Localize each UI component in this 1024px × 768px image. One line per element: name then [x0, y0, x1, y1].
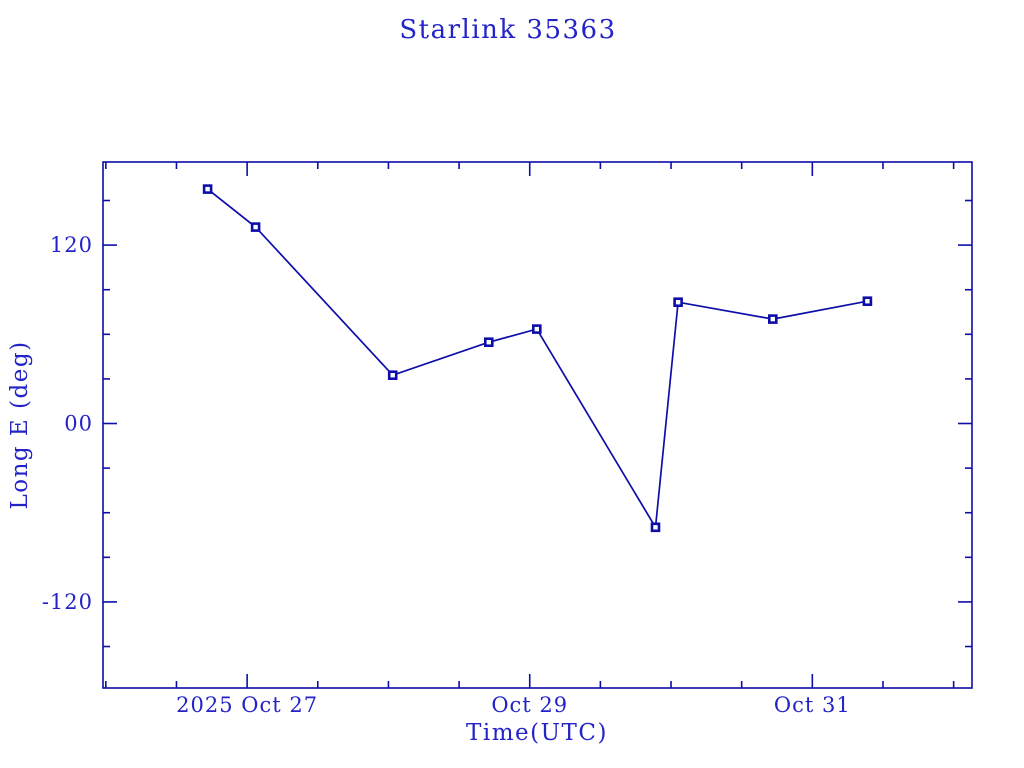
y-tick-label: 00	[64, 412, 93, 436]
data-point-marker	[531, 324, 542, 334]
data-point-marker	[387, 370, 398, 381]
frame-rect	[102, 161, 973, 689]
x-tick-label: 2025 Oct 27	[176, 693, 318, 717]
chart-title: Starlink 35363	[399, 15, 616, 45]
x-axis-label: Time(UTC)	[466, 720, 608, 746]
x-tick-label: Oct 31	[774, 693, 851, 717]
data-point-marker	[862, 296, 873, 307]
data-series	[202, 184, 873, 533]
data-point-marker	[650, 522, 661, 533]
data-point-marker	[483, 337, 494, 348]
plot-frame	[102, 161, 973, 689]
data-point-marker	[250, 222, 261, 232]
y-tick-label: 120	[50, 233, 93, 257]
data-point-marker	[767, 314, 778, 324]
x-tick-label: Oct 29	[491, 693, 568, 717]
axis-ticks	[103, 162, 972, 688]
y-axis-label: Long E (deg)	[7, 340, 33, 509]
data-point-marker	[202, 184, 213, 194]
y-tick-label: -120	[42, 590, 93, 614]
axis-tick-labels: 2025 Oct 27 Oct 29 Oct 31 120 00 -120	[42, 233, 851, 717]
series-line	[207, 188, 868, 530]
data-point-marker	[673, 297, 683, 308]
